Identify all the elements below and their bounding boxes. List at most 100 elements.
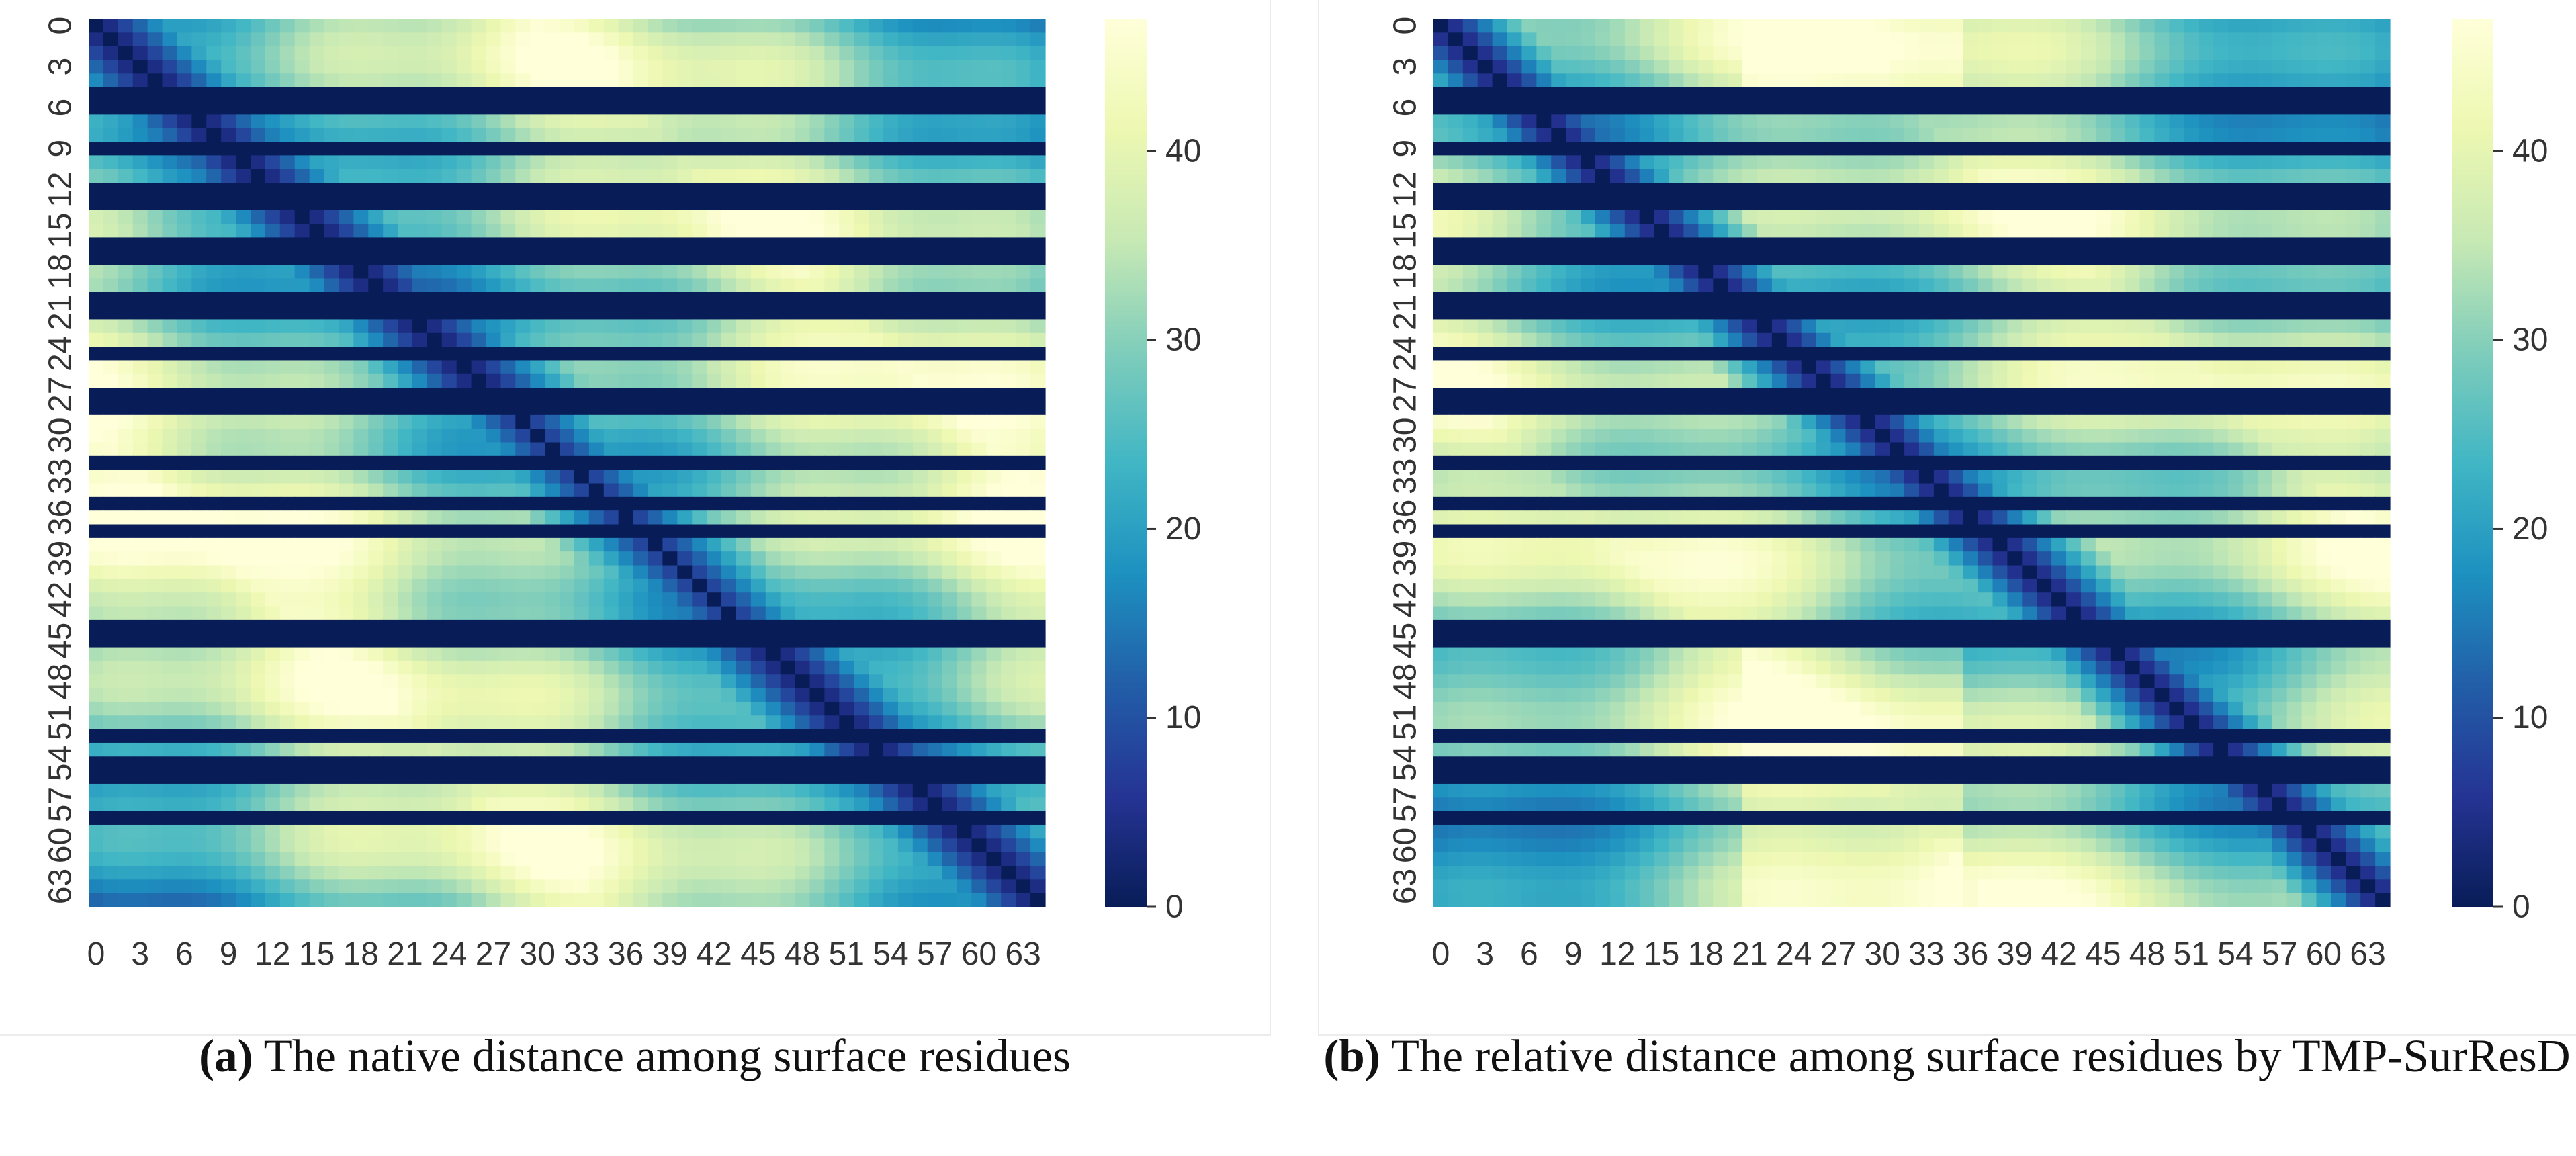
heatmap-cell-0-23 xyxy=(427,19,443,33)
heatmap-cell-43-41 xyxy=(692,606,707,621)
heatmap-cell-6-27 xyxy=(1830,101,1847,115)
heatmap-cell-38-2 xyxy=(118,537,134,552)
heatmap-cell-1-31 xyxy=(545,32,560,47)
heatmap-cell-53-47 xyxy=(780,742,796,757)
heatmap-cell-39-3 xyxy=(132,551,148,566)
heatmap-cell-27-22 xyxy=(412,388,428,402)
heatmap-cell-62-5 xyxy=(162,865,178,880)
heatmap-cell-41-1 xyxy=(103,578,119,593)
heatmap-cell-4-58 xyxy=(2286,73,2303,88)
heatmap-cell-56-6 xyxy=(177,783,192,798)
heatmap-cell-55-28 xyxy=(500,770,516,785)
heatmap-cell-62-24 xyxy=(441,865,457,880)
heatmap-cell-37-5 xyxy=(162,524,178,539)
y-tick-label: 63 xyxy=(43,869,79,904)
heatmap-cell-11-28 xyxy=(500,169,516,183)
heatmap-cell-4-41 xyxy=(2037,73,2052,88)
heatmap-cell-25-16 xyxy=(324,360,340,375)
heatmap-cell-58-62 xyxy=(1001,811,1016,826)
heatmap-cell-9-21 xyxy=(1742,142,1758,156)
heatmap-cell-26-55 xyxy=(897,373,914,388)
heatmap-cell-25-58 xyxy=(942,360,958,375)
heatmap-cell-49-5 xyxy=(162,688,178,703)
heatmap-cell-18-18 xyxy=(353,265,369,279)
heatmap-cell-6-62 xyxy=(2346,101,2361,115)
heatmap-cell-17-64 xyxy=(1030,251,1046,265)
heatmap-cell-29-8 xyxy=(206,414,222,429)
heatmap-cell-1-12 xyxy=(265,32,281,47)
heatmap-cell-51-46 xyxy=(765,715,781,730)
heatmap-cell-7-48 xyxy=(2139,114,2156,129)
heatmap-cell-37-25 xyxy=(456,524,472,539)
heatmap-cell-52-6 xyxy=(177,729,192,744)
heatmap-cell-34-58 xyxy=(942,483,958,498)
heatmap-cell-57-59 xyxy=(957,797,973,812)
heatmap-cell-15-4 xyxy=(147,224,163,238)
heatmap-cell-10-10 xyxy=(236,155,251,170)
heatmap-cell-23-36 xyxy=(618,332,634,347)
heatmap-cell-14-43 xyxy=(721,210,737,224)
heatmap-cell-64-53 xyxy=(869,893,884,907)
heatmap-cell-61-42 xyxy=(707,852,722,866)
heatmap-cell-10-4 xyxy=(1492,155,1508,170)
heatmap-cell-40-26 xyxy=(471,565,487,580)
heatmap-cell-52-18 xyxy=(353,729,369,744)
heatmap-cell-43-53 xyxy=(869,606,884,621)
heatmap-cell-3-23 xyxy=(427,60,443,74)
heatmap-cell-29-58 xyxy=(942,414,958,429)
heatmap-cell-0-57 xyxy=(927,19,943,33)
heatmap-cell-7-50 xyxy=(2169,114,2184,129)
heatmap-cell-48-59 xyxy=(957,674,973,689)
heatmap-cell-24-42 xyxy=(707,347,722,361)
heatmap-cell-35-21 xyxy=(398,496,413,511)
heatmap-cell-2-42 xyxy=(707,46,722,60)
heatmap-cell-63-23 xyxy=(427,879,443,894)
heatmap-cell-58-57 xyxy=(927,811,943,826)
x-tick-label: 63 xyxy=(1005,936,1040,972)
heatmap-cell-57-62 xyxy=(1001,797,1016,812)
heatmap-cell-9-7 xyxy=(191,142,207,156)
heatmap-cell-9-43 xyxy=(2066,142,2082,156)
heatmap-cell-38-17 xyxy=(339,537,354,552)
heatmap-cell-16-5 xyxy=(162,237,178,252)
heatmap-cell-17-62 xyxy=(1001,251,1016,265)
heatmap-cell-18-11 xyxy=(250,265,266,279)
heatmap-cell-38-54 xyxy=(883,537,899,552)
heatmap-cell-62-9 xyxy=(221,865,236,880)
heatmap-cell-23-38 xyxy=(648,332,663,347)
heatmap-cell-10-22 xyxy=(1757,155,1773,170)
heatmap-cell-26-62 xyxy=(1001,373,1016,388)
heatmap-cell-6-37 xyxy=(1978,101,1994,115)
heatmap-cell-49-31 xyxy=(545,688,560,703)
heatmap-cell-11-33 xyxy=(574,169,590,183)
heatmap-cell-4-32 xyxy=(1904,73,1920,88)
heatmap-cell-33-26 xyxy=(471,470,487,484)
heatmap-cell-6-60 xyxy=(971,101,987,115)
heatmap-cell-27-34 xyxy=(588,388,605,402)
heatmap-cell-1-15 xyxy=(1654,32,1670,47)
heatmap-cell-42-25 xyxy=(456,592,472,607)
heatmap-cell-57-35 xyxy=(603,797,619,812)
heatmap-cell-0-31 xyxy=(1890,19,1905,33)
heatmap-cell-46-45 xyxy=(750,647,766,662)
heatmap-cell-16-50 xyxy=(824,237,840,252)
heatmap-cell-35-64 xyxy=(1030,496,1046,511)
heatmap-cell-27-14 xyxy=(294,388,310,402)
heatmap-cell-7-51 xyxy=(2184,114,2199,129)
heatmap-cell-58-13 xyxy=(279,811,296,826)
y-tick-label: 36 xyxy=(43,500,79,535)
heatmap-cell-2-28 xyxy=(1845,46,1861,60)
heatmap-cell-17-3 xyxy=(132,251,148,265)
heatmap-cell-7-29 xyxy=(1860,114,1875,129)
heatmap-cell-54-2 xyxy=(118,756,134,771)
heatmap-cell-2-30 xyxy=(1875,46,1890,60)
heatmap-cell-41-27 xyxy=(486,578,502,593)
heatmap-cell-40-34 xyxy=(588,565,605,580)
heatmap-cell-19-25 xyxy=(456,278,472,293)
heatmap-cell-2-16 xyxy=(1669,46,1685,60)
heatmap-cell-57-41 xyxy=(692,797,707,812)
heatmap-cell-16-21 xyxy=(398,237,413,252)
heatmap-cell-63-0 xyxy=(89,879,104,894)
heatmap-cell-38-51 xyxy=(839,537,854,552)
heatmap-cell-56-20 xyxy=(383,783,398,798)
